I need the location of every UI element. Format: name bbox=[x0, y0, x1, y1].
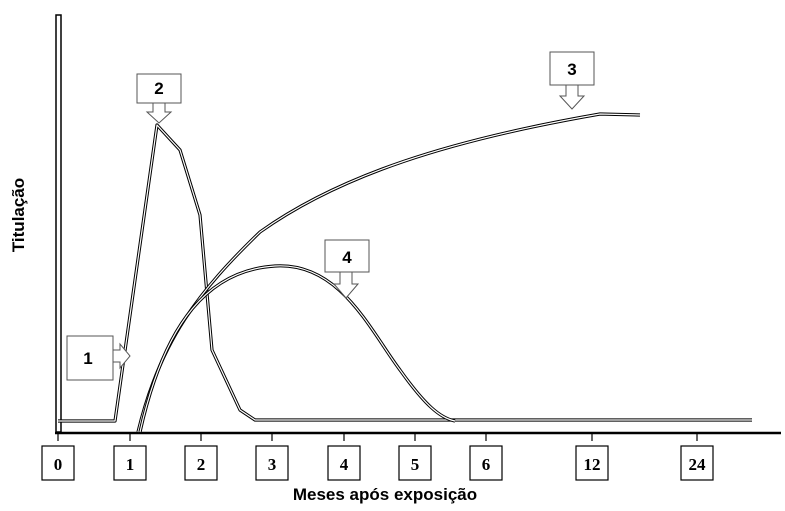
x-axis-title: Meses após exposição bbox=[293, 485, 477, 504]
x-tick-label: 6 bbox=[482, 455, 491, 474]
x-tick-label: 4 bbox=[340, 455, 349, 474]
x-tick-label: 3 bbox=[268, 455, 277, 474]
x-tick-label: 24 bbox=[689, 455, 707, 474]
curves bbox=[58, 112, 752, 433]
x-tick-label: 0 bbox=[54, 455, 63, 474]
callout-label: 1 bbox=[83, 349, 92, 368]
x-tick-label: 2 bbox=[197, 455, 206, 474]
callout-label: 4 bbox=[342, 248, 352, 267]
x-tick-box bbox=[255, 445, 289, 481]
callout-label: 2 bbox=[154, 79, 163, 98]
x-tick-box bbox=[469, 445, 503, 481]
x-ticks: 0 1 2 3 4 5 6 12 24 bbox=[41, 433, 714, 481]
y-axis-title: Titulação bbox=[9, 178, 28, 252]
x-tick-label: 12 bbox=[584, 455, 601, 474]
x-tick-label: 1 bbox=[126, 455, 135, 474]
x-tick-box bbox=[575, 445, 609, 481]
x-tick-box bbox=[680, 445, 714, 481]
x-tick-label: 5 bbox=[411, 455, 420, 474]
x-tick-box bbox=[184, 445, 218, 481]
callout-label: 3 bbox=[567, 60, 576, 79]
x-tick-box bbox=[41, 445, 75, 481]
x-tick-box bbox=[327, 445, 361, 481]
callout-shapes bbox=[66, 51, 595, 381]
x-tick-box bbox=[398, 445, 432, 481]
x-tick-box bbox=[113, 445, 147, 481]
y-axis bbox=[55, 14, 62, 433]
